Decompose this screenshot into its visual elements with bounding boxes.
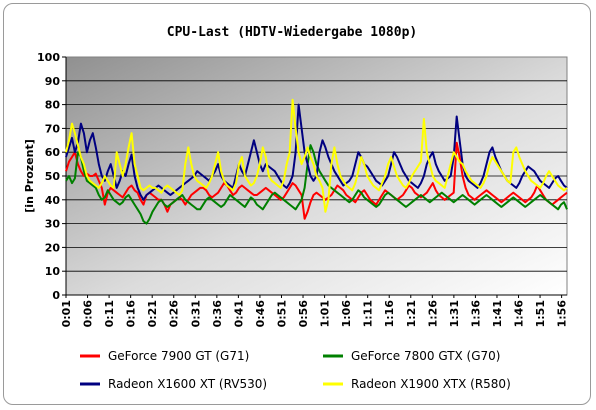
legend-label: Radeon X1600 XT (RV530) <box>108 377 267 391</box>
x-tick-label: 0:11 <box>103 300 116 327</box>
x-tick-label: 1:21 <box>405 300 418 327</box>
x-tick-label: 0:16 <box>125 300 138 328</box>
x-tick-label: 0:31 <box>189 300 202 327</box>
x-tick-label: 1:06 <box>340 300 353 328</box>
legend-label: GeForce 7900 GT (G71) <box>108 349 249 363</box>
y-tick-label: 10 <box>45 265 61 278</box>
y-tick-label: 80 <box>45 99 61 112</box>
legend-label: GeForce 7800 GTX (G70) <box>351 349 500 363</box>
x-tick-label: 0:36 <box>211 300 224 328</box>
x-tick-label: 0:26 <box>168 300 181 328</box>
x-tick-label: 1:01 <box>319 300 332 327</box>
x-tick-label: 1:31 <box>448 300 461 327</box>
x-tick-label: 1:46 <box>513 300 526 328</box>
y-tick-label: 70 <box>45 122 61 135</box>
legend-label: Radeon X1900 XTX (R580) <box>351 377 511 391</box>
x-tick-label: 1:26 <box>426 300 439 328</box>
x-tick-label: 1:41 <box>491 300 504 327</box>
chart-title: CPU-Last (HDTV-Wiedergabe 1080p) <box>167 25 417 40</box>
x-tick-label: 0:51 <box>275 300 288 327</box>
series-line-2 <box>65 144 568 225</box>
y-axis-label: [in Prozent] <box>23 139 36 212</box>
x-tick-label: 1:51 <box>534 300 547 327</box>
y-tick-label: 100 <box>37 51 60 64</box>
y-tick-label: 30 <box>45 218 61 231</box>
x-tick-label: 0:41 <box>232 300 245 327</box>
x-tick-label: 1:11 <box>362 300 375 327</box>
x-tick-label: 0:56 <box>297 300 310 328</box>
x-tick-label: 1:16 <box>383 300 396 328</box>
x-tick-label: 0:21 <box>146 300 159 327</box>
legend: GeForce 7900 GT (G71) GeForce 7800 GTX (G… <box>80 349 511 391</box>
x-tick-label: 1:56 <box>556 300 569 328</box>
series-line-4 <box>65 98 568 213</box>
x-tick-label: 1:36 <box>469 300 482 328</box>
x-tick-label: 0:46 <box>254 300 267 328</box>
y-tick-label: 90 <box>45 75 61 88</box>
y-tick-label: 20 <box>45 241 61 254</box>
x-tick-label: 0:01 <box>60 300 73 327</box>
y-tick-label: 50 <box>45 170 61 183</box>
x-tick-label: 0:06 <box>82 300 95 328</box>
y-tick-label: 60 <box>45 146 61 159</box>
y-tick-label: 40 <box>45 194 61 207</box>
y-tick-label: 0 <box>52 289 60 302</box>
